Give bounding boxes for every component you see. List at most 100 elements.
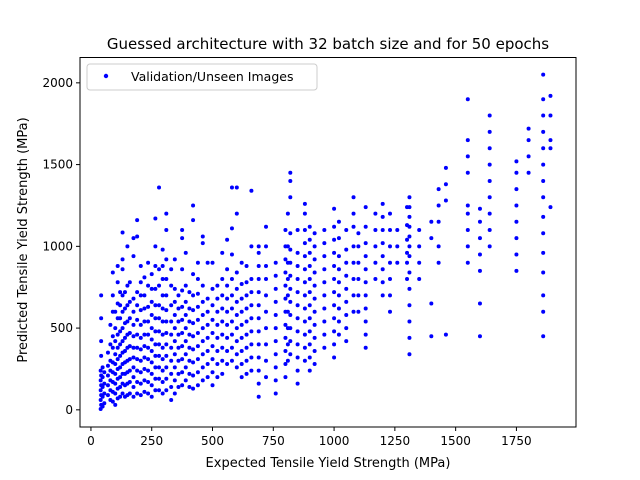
scatter-point [239, 281, 244, 286]
scatter-point [149, 299, 154, 304]
scatter-point [373, 211, 378, 216]
scatter-point [169, 283, 174, 288]
scatter-point [191, 293, 196, 298]
scatter-point [363, 332, 368, 337]
scatter-point [373, 260, 378, 265]
y-axis-title: Predicted Tensile Yield Strength (MPa) [16, 117, 31, 362]
scatter-point [285, 211, 290, 216]
scatter-point [164, 293, 169, 298]
legend-box [86, 63, 318, 91]
scatter-point [160, 391, 165, 396]
scatter-point [477, 252, 482, 257]
scatter-point [514, 170, 519, 175]
scatter-point [363, 319, 368, 324]
scatter-point [127, 330, 132, 335]
scatter-point [146, 283, 151, 288]
scatter-point [164, 227, 169, 232]
scatter-point [344, 227, 349, 232]
scatter-point [164, 319, 169, 324]
scatter-point [407, 286, 412, 291]
scatter-point [157, 185, 162, 190]
scatter-point [487, 227, 492, 232]
scatter-point [172, 299, 177, 304]
scatter-point [295, 355, 300, 360]
scatter-point [514, 236, 519, 241]
scatter-point [229, 345, 234, 350]
scatter-point [234, 185, 239, 190]
scatter-point [183, 299, 188, 304]
scatter-point [295, 263, 300, 268]
scatter-point [526, 138, 531, 143]
scatter-point [225, 309, 230, 314]
scatter-point [264, 375, 268, 380]
scatter-point [200, 339, 205, 344]
scatter-point [183, 365, 188, 370]
scatter-point [332, 303, 337, 308]
scatter-point [127, 368, 132, 373]
scatter-point [131, 345, 136, 350]
chart-title: Guessed architecture with 32 batch size … [107, 35, 549, 53]
scatter-point [180, 236, 185, 241]
scatter-point [131, 384, 136, 389]
scatter-point [351, 277, 356, 282]
scatter-point [417, 227, 422, 232]
scatter-point [548, 113, 553, 118]
scatter-point [273, 365, 278, 370]
scatter-point [102, 401, 107, 406]
scatter-point [120, 309, 125, 314]
scatter-point [131, 254, 136, 259]
x-tick-label: 500 [201, 434, 224, 448]
scatter-point [187, 345, 192, 350]
scatter-point [125, 303, 130, 308]
scatter-point [288, 273, 293, 278]
scatter-point [157, 267, 162, 272]
scatter-point [120, 293, 125, 298]
scatter-point [407, 335, 412, 340]
scatter-point [256, 290, 261, 295]
scatter-point [149, 371, 154, 376]
scatter-point [191, 347, 196, 352]
scatter-point [153, 303, 158, 308]
scatter-point [135, 332, 140, 337]
scatter-point [195, 304, 200, 309]
scatter-point [302, 345, 307, 350]
scatter-point [131, 236, 136, 241]
scatter-point [273, 339, 278, 344]
scatter-point [363, 224, 368, 229]
scatter-point [131, 375, 136, 380]
scatter-point [351, 224, 356, 229]
scatter-point [183, 339, 188, 344]
scatter-point [363, 205, 368, 210]
scatter-point [244, 358, 249, 363]
scatter-point [215, 309, 220, 314]
scatter-point [127, 280, 132, 285]
scatter-point [164, 388, 169, 393]
scatter-point [200, 326, 205, 331]
scatter-point [113, 309, 118, 314]
scatter-point [285, 342, 290, 347]
scatter-point [160, 306, 165, 311]
scatter-point [118, 384, 123, 389]
scatter-point [200, 378, 205, 383]
scatter-point [312, 244, 317, 249]
scatter-point [285, 293, 290, 298]
y-tick-label: 500 [50, 321, 73, 335]
scatter-point [234, 326, 239, 331]
scatter-point [169, 319, 174, 324]
scatter-point [302, 254, 307, 259]
scatter-point [322, 319, 327, 324]
scatter-point [225, 335, 230, 340]
scatter-point [135, 234, 140, 239]
scatter-point [122, 290, 127, 295]
scatter-point [288, 313, 293, 318]
scatter-point [332, 224, 337, 229]
scatter-point [322, 293, 327, 298]
scatter-point [138, 358, 143, 363]
scatter-point [283, 257, 288, 262]
points-layer [98, 72, 553, 412]
scatter-point [142, 389, 147, 394]
scatter-point [380, 267, 385, 272]
scatter-point [322, 345, 327, 350]
scatter-point [363, 306, 368, 311]
scatter-point [388, 309, 392, 314]
